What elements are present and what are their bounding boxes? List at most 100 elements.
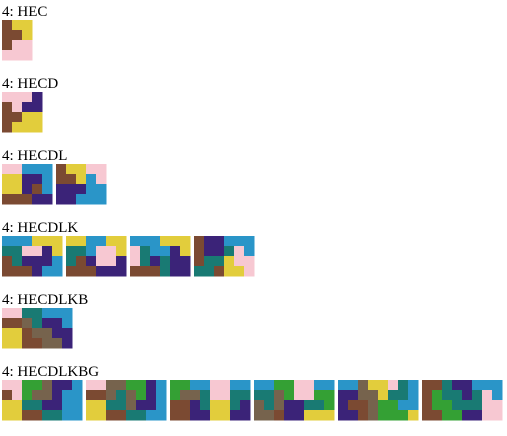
- cell-G: [324, 400, 335, 411]
- cell-L: [156, 390, 167, 401]
- tiling-5-1: [2, 308, 73, 349]
- cell-D: [150, 256, 161, 267]
- tiling-1-1: [2, 20, 33, 61]
- cell-E: [32, 112, 43, 123]
- cell-K: [314, 400, 325, 411]
- cell-L: [338, 380, 349, 391]
- cell-C: [210, 390, 221, 401]
- cell-D: [284, 410, 295, 421]
- cell-L: [234, 236, 245, 247]
- cell-D: [56, 184, 67, 195]
- cell-G: [22, 390, 33, 401]
- cell-C: [210, 380, 221, 391]
- cell-D: [22, 184, 33, 195]
- cell-D: [180, 266, 191, 277]
- cell-D: [42, 194, 53, 205]
- cell-D: [106, 266, 117, 277]
- cell-H: [194, 236, 205, 247]
- cell-L: [86, 184, 97, 195]
- cell-L: [72, 400, 83, 411]
- cell-K: [116, 400, 127, 411]
- cell-K: [204, 266, 215, 277]
- cell-L: [146, 410, 157, 421]
- cell-D: [146, 380, 157, 391]
- tiling-4-3: [130, 236, 191, 277]
- cell-K: [230, 400, 241, 411]
- cell-E: [2, 174, 13, 185]
- cell-E: [22, 20, 33, 31]
- cell-G: [398, 410, 409, 421]
- cell-B: [264, 410, 275, 421]
- cell-L: [140, 236, 151, 247]
- cell-K: [22, 400, 33, 411]
- cell-G: [170, 380, 181, 391]
- cell-B: [358, 390, 369, 401]
- cell-H: [86, 266, 97, 277]
- cell-C: [12, 102, 23, 113]
- cell-H: [2, 40, 13, 51]
- cell-D: [170, 246, 181, 257]
- cell-K: [254, 390, 265, 401]
- cell-G: [388, 400, 399, 411]
- cell-H: [56, 174, 67, 185]
- tiling-6-1: [2, 380, 83, 421]
- cell-D: [462, 390, 473, 401]
- cell-D: [96, 266, 107, 277]
- cell-D: [204, 246, 215, 257]
- cell-D: [52, 328, 63, 339]
- cell-G: [136, 390, 147, 401]
- cell-C: [294, 380, 305, 391]
- cell-C: [22, 246, 33, 257]
- cell-D: [190, 410, 201, 421]
- cell-D: [86, 256, 97, 267]
- cell-C: [12, 40, 23, 51]
- cell-G: [442, 410, 453, 421]
- cell-G: [432, 400, 443, 411]
- cell-H: [56, 164, 67, 175]
- tiling-6-3: [170, 380, 251, 421]
- cell-K: [22, 308, 33, 319]
- cell-H: [2, 266, 13, 277]
- cell-C: [388, 380, 399, 391]
- cell-E: [220, 400, 231, 411]
- cell-K: [452, 390, 463, 401]
- cell-E: [22, 30, 33, 41]
- cell-B: [180, 390, 191, 401]
- cell-L: [492, 380, 503, 391]
- cell-H: [96, 390, 107, 401]
- cell-L: [408, 400, 419, 411]
- cell-C: [12, 50, 23, 61]
- cell-C: [12, 390, 23, 401]
- cell-B: [368, 410, 379, 421]
- cell-L: [96, 194, 107, 205]
- cell-D: [338, 390, 349, 401]
- cell-E: [2, 400, 13, 411]
- cell-K: [42, 410, 53, 421]
- cell-L: [86, 246, 97, 257]
- cell-K: [442, 390, 453, 401]
- cell-C: [2, 164, 13, 175]
- cell-C: [2, 380, 13, 391]
- cell-K: [66, 246, 77, 257]
- tiling-3-2: [56, 164, 107, 205]
- cell-D: [22, 174, 33, 185]
- cell-L: [156, 410, 167, 421]
- cell-C: [294, 390, 305, 401]
- cell-G: [378, 400, 389, 411]
- cell-D: [452, 380, 463, 391]
- cell-G: [126, 380, 137, 391]
- cell-D: [180, 256, 191, 267]
- cell-D: [62, 328, 73, 339]
- cell-E: [378, 390, 389, 401]
- cell-E: [52, 236, 63, 247]
- cell-H: [140, 266, 151, 277]
- cell-H: [130, 266, 141, 277]
- cell-H: [2, 194, 13, 205]
- cell-K: [160, 256, 171, 267]
- cell-E: [170, 236, 181, 247]
- cell-L: [62, 390, 73, 401]
- cell-K: [472, 400, 483, 411]
- cell-H: [432, 380, 443, 391]
- cell-E: [378, 380, 389, 391]
- cell-E: [2, 338, 13, 349]
